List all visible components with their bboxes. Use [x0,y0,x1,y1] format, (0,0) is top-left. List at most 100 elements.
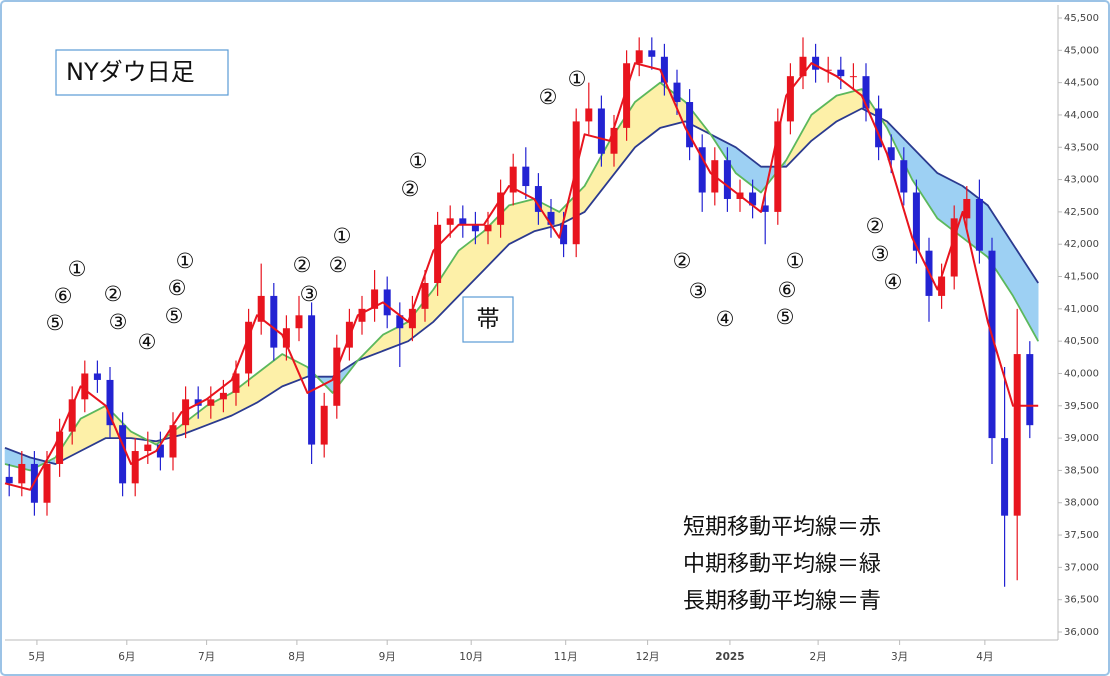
candle-body [950,218,958,277]
annotation: ⑤ [776,305,795,329]
candle-body [761,205,769,212]
annotation: ④ [884,270,903,294]
x-tick-label: 7月 [198,651,215,663]
candle-body [887,147,895,161]
candle-body [308,315,316,445]
candle-body [849,76,857,78]
candle-body [912,192,920,251]
annotation: ③ [871,242,890,266]
annotation: ④ [716,307,735,331]
candle-body [975,198,983,251]
candle-body [837,69,845,77]
candle-body [56,431,64,464]
y-tick-label: 36,500 [1064,595,1099,606]
candle-body [774,121,782,212]
annotation: ② [673,249,692,273]
candle-body [43,463,51,503]
annotation: ③ [689,279,708,303]
candle-body [610,127,618,154]
x-tick-label: 9月 [379,651,396,663]
x-tick-label: 3月 [891,651,908,663]
x-tick-label: 2月 [810,651,827,663]
title-box [55,49,229,96]
y-tick-label: 37,500 [1064,530,1099,541]
candle-body [320,405,328,445]
candle-body [862,76,870,109]
x-tick-label: 5月 [28,651,45,663]
candle-body [459,218,467,225]
annotation: ① [786,249,805,273]
candle-body [257,295,265,322]
candle-body [623,63,631,128]
candle-body [749,192,757,206]
moving-average-line [4,62,1039,491]
candle-body [686,102,694,148]
candle-body [1026,354,1034,426]
candle-body [534,186,542,212]
y-tick-label: 37,000 [1064,562,1099,573]
candle-body [446,218,454,225]
candle-body [900,160,908,193]
candle-body [245,321,253,374]
candle-body [93,373,101,380]
candle-body [333,347,341,406]
candle-body [509,166,517,193]
y-tick-label: 45,000 [1064,45,1099,56]
candle-body [497,192,505,225]
candle-body [471,224,479,232]
candle-body [812,56,820,70]
candle-body [698,147,706,193]
candle-body [484,224,492,232]
candle-body [358,308,366,322]
candle-body [182,399,190,426]
y-tick-label: 39,000 [1064,433,1099,444]
x-tick-label: 11月 [554,651,578,663]
annotation: ② [293,253,312,277]
y-tick-label: 44,000 [1064,110,1099,121]
candle-body [18,463,26,484]
candle-body [270,295,278,348]
annotation: ① [333,224,352,248]
x-tick-label: 8月 [288,651,305,663]
y-tick-label: 41,500 [1064,272,1099,283]
annotation: ① [409,149,428,173]
candle-body [673,82,681,103]
y-tick-label: 39,500 [1064,401,1099,412]
candle-body [169,425,177,458]
annotation: ④ [138,330,157,354]
y-tick-label: 43,500 [1064,142,1099,153]
y-tick-label: 40,500 [1064,336,1099,347]
candle-body [786,76,794,122]
candle-body [1013,354,1021,516]
y-tick-label: 45,500 [1064,13,1099,24]
candle-body [131,451,139,484]
candle-body [635,50,643,64]
candle-body [396,315,404,329]
candle-body [68,399,76,432]
candle-body [648,50,656,57]
candle-body [560,224,568,245]
y-tick-label: 42,500 [1064,207,1099,218]
candle-body [824,69,832,71]
y-tick-label: 43,000 [1064,175,1099,186]
candle-body [723,160,731,199]
plot-area [4,37,1039,587]
candle-body [988,250,996,439]
candle-body [572,121,580,245]
candle-body [219,392,227,400]
y-tick-label: 38,500 [1064,465,1099,476]
y-tick-label: 42,000 [1064,239,1099,250]
annotation: ⑤ [46,311,65,335]
candle-body [383,289,391,316]
candle-body [371,289,379,309]
annotation: ① [176,249,195,273]
candle-body [81,373,89,400]
candle-body [1001,438,1009,516]
candle-body [156,444,164,458]
legend-note: 短期移動平均線＝赤 [683,515,881,540]
candle-body [434,224,442,283]
annotation: ① [68,257,87,281]
